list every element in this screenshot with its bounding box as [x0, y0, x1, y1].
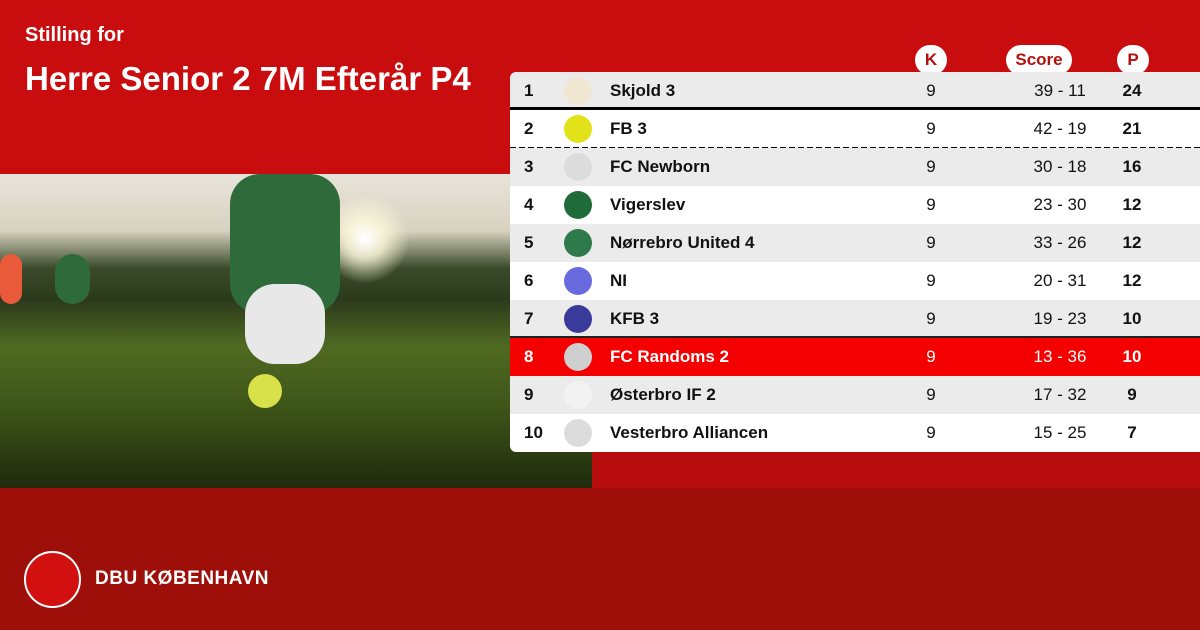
team-logo-icon: [564, 229, 592, 257]
score: 17 - 32: [1033, 385, 1087, 404]
score: 19 - 23: [1033, 309, 1087, 328]
matches-played: 9: [926, 271, 936, 290]
matches-played: 9: [926, 233, 936, 252]
score: 39 - 11: [1034, 81, 1086, 100]
position: 9: [524, 385, 534, 404]
team-logo-icon: [564, 381, 592, 409]
points: 10: [1122, 347, 1142, 366]
position: 7: [524, 309, 534, 328]
team-logo-icon: [564, 153, 592, 181]
column-header-score: Score: [1006, 45, 1072, 75]
points: 9: [1127, 385, 1137, 404]
player: [0, 254, 22, 304]
position: 1: [524, 81, 534, 100]
matches-played: 9: [926, 309, 936, 328]
team-name: NI: [610, 271, 627, 290]
points: 12: [1122, 195, 1142, 214]
team-logo-icon: [564, 419, 592, 447]
points: 21: [1122, 119, 1142, 138]
team-logo-icon: [564, 77, 592, 105]
table-row[interactable]: 6 NI 9 20 - 31 12: [510, 262, 1200, 300]
score: 33 - 26: [1033, 233, 1087, 252]
score: 42 - 19: [1033, 119, 1087, 138]
matches-played: 9: [926, 423, 936, 442]
table-row[interactable]: 1 Skjold 3 9 39 - 11 24: [510, 72, 1200, 110]
position: 4: [524, 195, 534, 214]
points: 7: [1127, 423, 1137, 442]
pattern-band: [592, 452, 1200, 488]
matches-played: 9: [926, 347, 936, 366]
table-row[interactable]: 2 FB 3 9 42 - 19 21: [510, 110, 1200, 150]
matches-played: 9: [926, 385, 936, 404]
team-name: Nørrebro United 4: [610, 233, 755, 252]
position: 5: [524, 233, 534, 252]
table-row[interactable]: 7 KFB 3 9 19 - 23 10: [510, 300, 1200, 338]
player-shorts: [245, 284, 325, 364]
column-header-p: P: [1117, 45, 1149, 75]
table-row[interactable]: 3 FC Newborn 9 30 - 18 16: [510, 148, 1200, 186]
table-row[interactable]: 4 Vigerslev 9 23 - 30 12: [510, 186, 1200, 224]
team-name: FB 3: [610, 119, 647, 138]
table-row[interactable]: 5 Nørrebro United 4 9 33 - 26 12: [510, 224, 1200, 262]
table-row[interactable]: 10 Vesterbro Alliancen 9 15 - 25 7: [510, 414, 1200, 452]
subtitle: Stilling for: [25, 24, 124, 46]
position: 6: [524, 271, 534, 290]
dbu-logo: [24, 551, 81, 608]
team-name: Skjold 3: [610, 81, 676, 100]
matches-played: 9: [926, 81, 936, 100]
position: 8: [524, 347, 534, 366]
table-row[interactable]: 9 Østerbro IF 2 9 17 - 32 9: [510, 376, 1200, 414]
team-name: FC Newborn: [610, 157, 711, 176]
player: [55, 254, 90, 304]
points: 10: [1122, 309, 1142, 328]
matches-played: 9: [926, 195, 936, 214]
team-logo-icon: [564, 115, 592, 143]
team-name: Østerbro IF 2: [610, 385, 716, 404]
points: 12: [1122, 233, 1142, 252]
team-name: KFB 3: [610, 309, 660, 328]
brand-name: DBU KØBENHAVN: [95, 568, 269, 589]
table-row[interactable]: 8 FC Randoms 2 9 13 - 36 10: [510, 338, 1200, 376]
points: 24: [1122, 81, 1142, 100]
position: 2: [524, 119, 534, 138]
points: 12: [1122, 271, 1142, 290]
matches-played: 9: [926, 157, 936, 176]
score: 13 - 36: [1033, 347, 1087, 366]
position: 3: [524, 157, 534, 176]
team-logo-icon: [564, 267, 592, 295]
team-logo-icon: [564, 191, 592, 219]
team-name: FC Randoms 2: [610, 347, 730, 366]
score: 23 - 30: [1033, 195, 1087, 214]
ball: [248, 374, 282, 408]
position: 10: [524, 423, 543, 442]
points: 16: [1122, 157, 1142, 176]
score: 15 - 25: [1033, 423, 1087, 442]
page-title: Herre Senior 2 7M Efterår P4: [25, 60, 471, 97]
team-logo-icon: [564, 305, 592, 333]
football-photo: [0, 174, 592, 488]
score: 30 - 18: [1033, 157, 1087, 176]
team-logo-icon: [564, 343, 592, 371]
column-header-k: K: [915, 45, 947, 75]
team-name: Vigerslev: [610, 195, 686, 214]
matches-played: 9: [926, 119, 936, 138]
standings-table: 1 Skjold 3 9 39 - 11 24 2 FB 3 9 42 - 19 …: [510, 72, 1200, 452]
team-name: Vesterbro Alliancen: [610, 423, 769, 442]
score: 20 - 31: [1033, 271, 1087, 290]
